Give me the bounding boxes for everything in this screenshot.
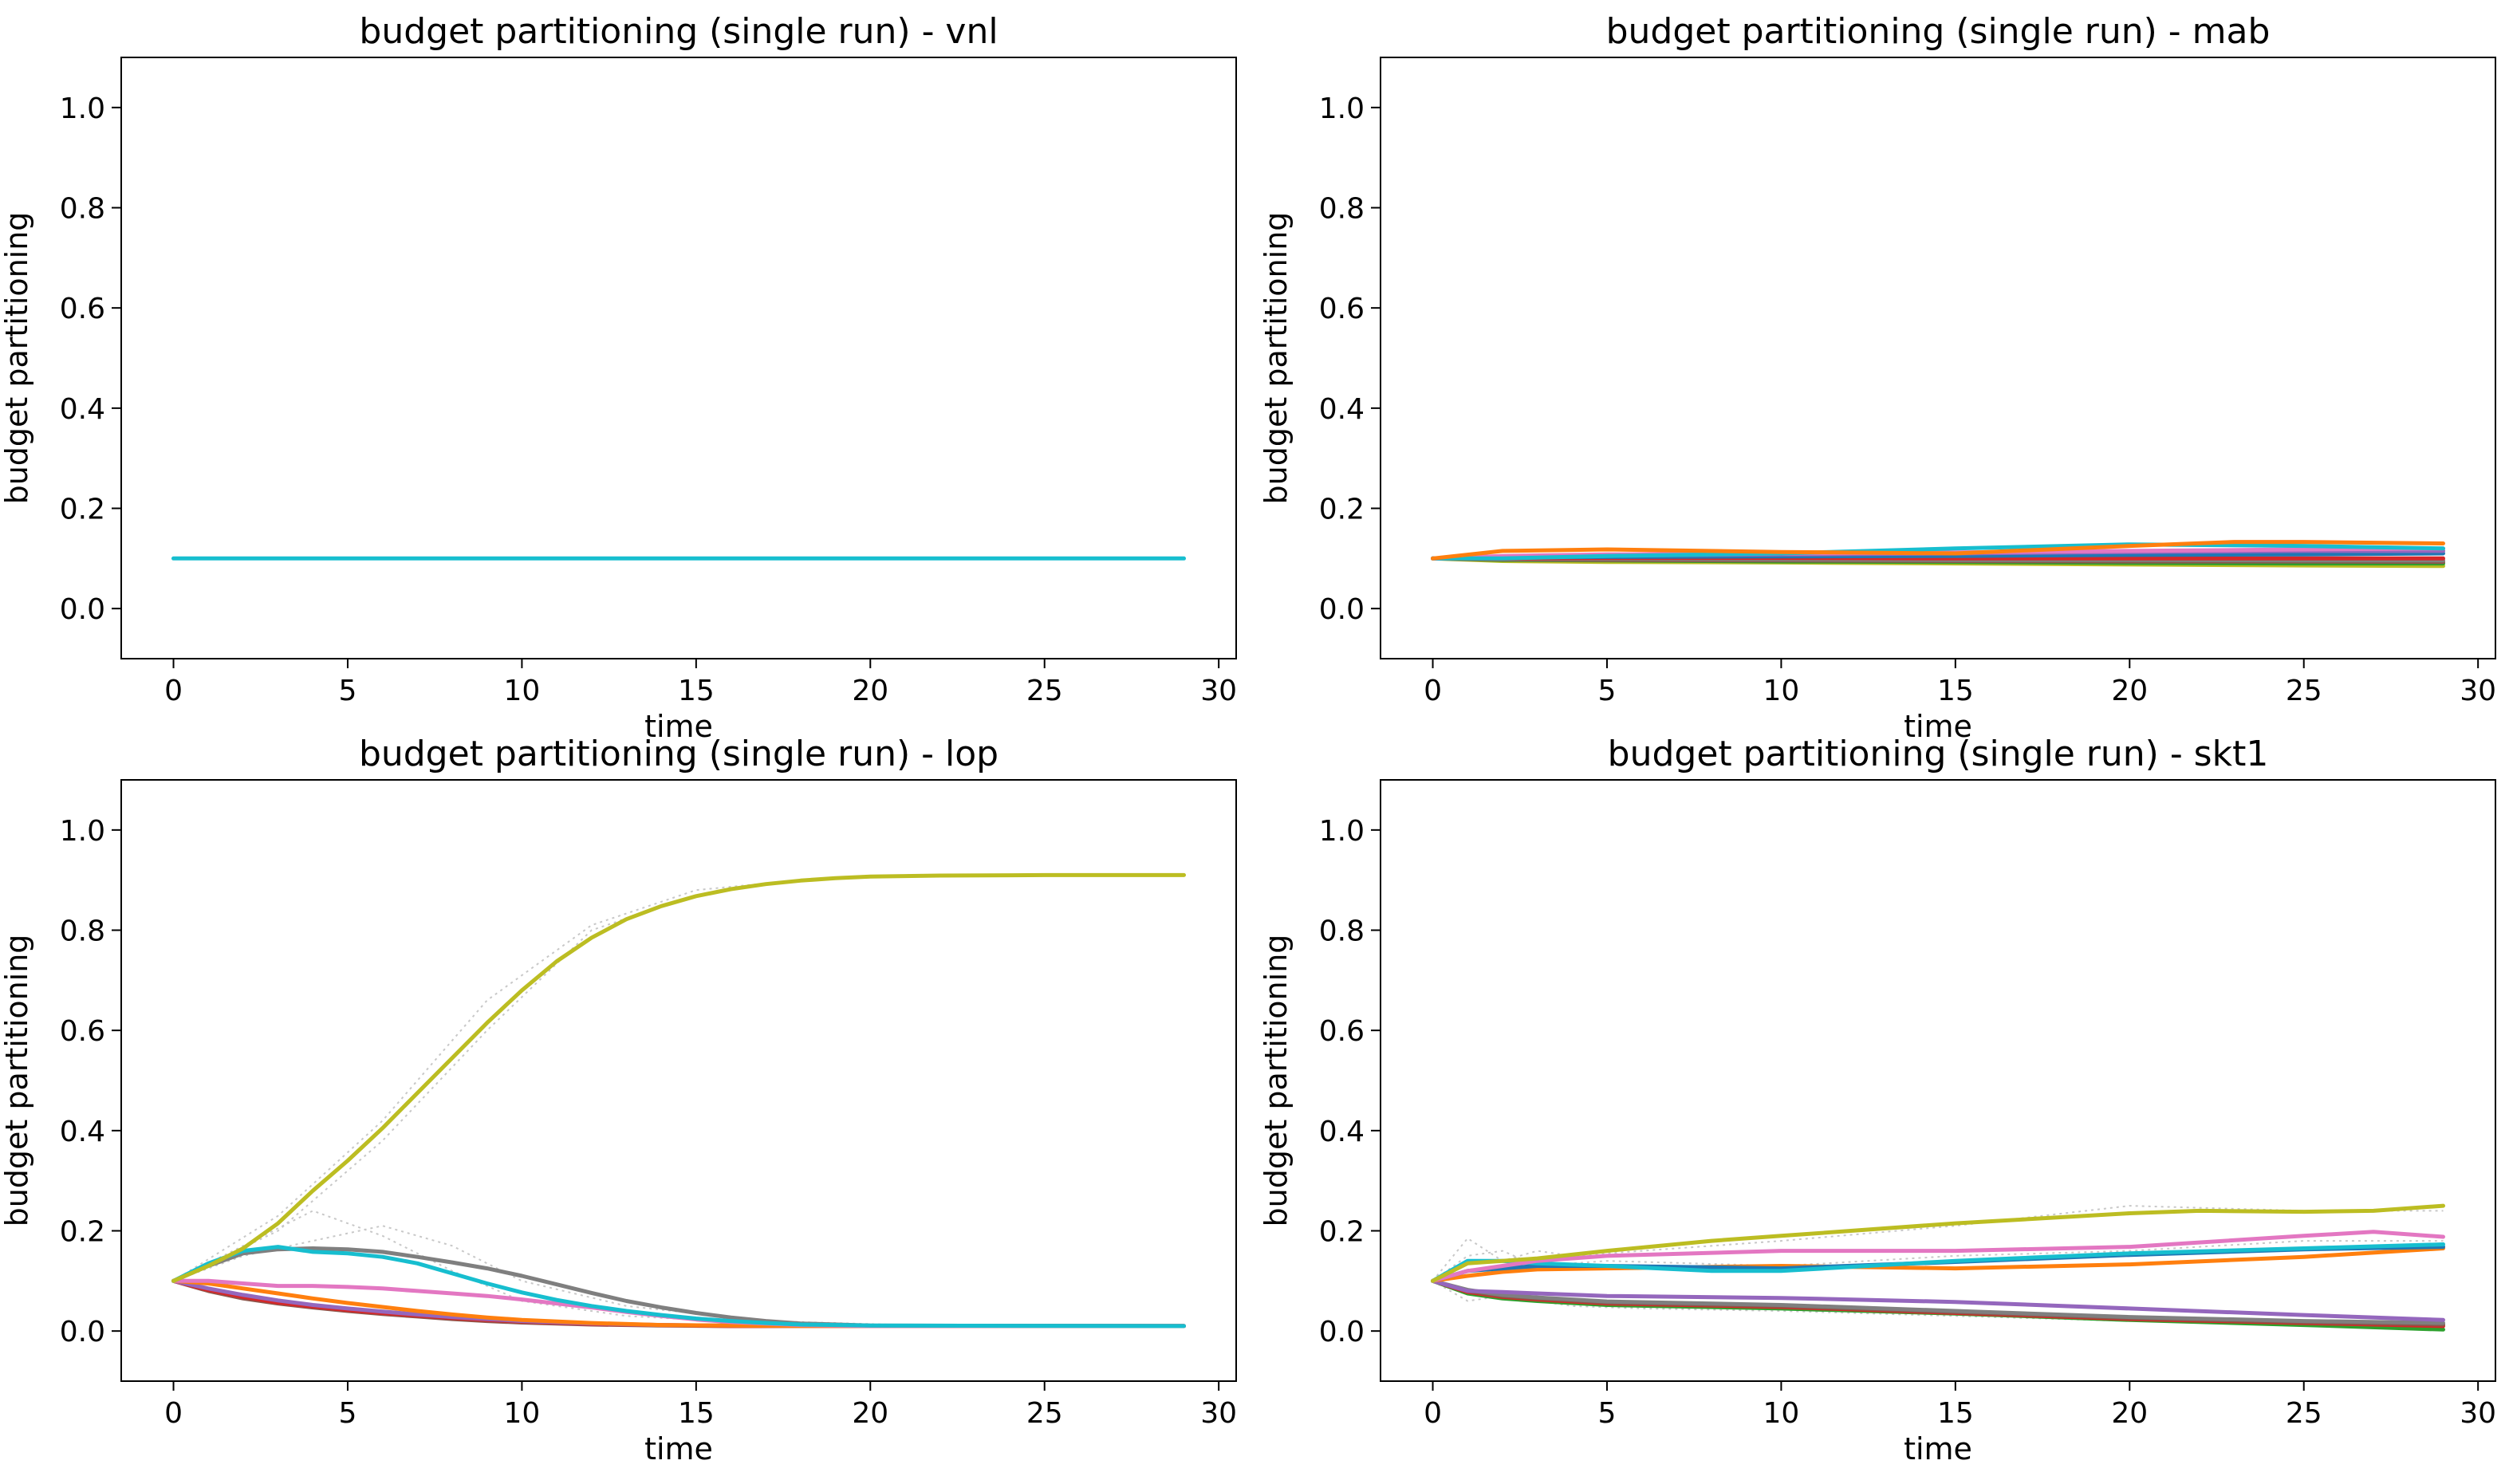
x-axis-label-mab: time — [1904, 709, 1972, 744]
y-tick-label-mab-3: 0.6 — [1319, 293, 1365, 325]
x-tick-label-lop-0: 0 — [164, 1397, 183, 1430]
plot-area-skt1 — [1431, 1203, 2445, 1332]
x-tick-label-mab-4: 20 — [2111, 675, 2148, 707]
x-axis-label-lop: time — [644, 1431, 713, 1466]
y-axis-label-lop: budget partitioning — [0, 935, 34, 1227]
x-tick-label-vnl-5: 25 — [1026, 675, 1063, 707]
x-tick-label-vnl-0: 0 — [164, 675, 183, 707]
y-tick-label-vnl-3: 0.6 — [60, 293, 105, 325]
x-tick-label-mab-1: 5 — [1598, 675, 1617, 707]
x-tick-label-vnl-4: 20 — [852, 675, 888, 707]
x-tick-label-mab-3: 15 — [1937, 675, 1974, 707]
y-tick-label-skt1-4: 0.8 — [1319, 915, 1365, 948]
y-tick-label-skt1-5: 1.0 — [1319, 815, 1365, 848]
series-line-skt1-4 — [1431, 1278, 2445, 1322]
x-tick-label-mab-2: 10 — [1763, 675, 1800, 707]
x-tick-label-mab-0: 0 — [1424, 675, 1442, 707]
x-tick-label-lop-2: 10 — [504, 1397, 541, 1430]
y-tick-label-lop-5: 1.0 — [60, 815, 105, 848]
y-axis-label-skt1: budget partitioning — [1258, 935, 1294, 1227]
y-tick-label-vnl-0: 0.0 — [60, 593, 105, 626]
y-axis-label-vnl: budget partitioning — [0, 212, 34, 505]
chart-panel-skt1: 0 5 10 15 20 25 30 0.0 0.2 0.4 0.6 0.8 1.0 budget par… — [1258, 734, 2496, 1466]
x-tick-label-vnl-1: 5 — [339, 675, 357, 707]
x-tick-label-mab-5: 25 — [2286, 675, 2322, 707]
plot-area-mab — [1431, 540, 2445, 569]
y-tick-label-mab-4: 0.8 — [1319, 193, 1365, 226]
x-tick-label-skt1-2: 10 — [1763, 1397, 1800, 1430]
y-tick-label-vnl-5: 1.0 — [60, 93, 105, 125]
x-tick-label-lop-6: 30 — [1200, 1397, 1237, 1430]
x-tick-label-skt1-5: 25 — [2286, 1397, 2322, 1430]
x-tick-label-skt1-3: 15 — [1937, 1397, 1974, 1430]
series-line-skt1-8 — [1431, 1230, 2445, 1283]
series-line-mab-9 — [1431, 540, 2445, 561]
x-tick-label-vnl-3: 15 — [678, 675, 715, 707]
y-tick-label-lop-4: 0.8 — [60, 915, 105, 948]
y-tick-label-lop-3: 0.6 — [60, 1015, 105, 1048]
x-axis-label-vnl: time — [644, 709, 713, 744]
x-tick-label-lop-4: 20 — [852, 1397, 888, 1430]
faint-series-line-skt1-2 — [1432, 1280, 2444, 1327]
y-tick-label-mab-1: 0.2 — [1319, 494, 1365, 526]
chart-panel-lop: 0 5 10 15 20 25 30 0.0 0.2 0.4 0.6 0.8 1.0 budget par… — [0, 734, 1237, 1466]
chart-title-lop: budget partitioning (single run) - lop — [359, 734, 999, 774]
plot-area-lop — [171, 872, 1186, 1329]
y-tick-label-mab-5: 1.0 — [1319, 93, 1365, 125]
y-tick-label-lop-0: 0.0 — [60, 1316, 105, 1348]
y-tick-label-skt1-3: 0.6 — [1319, 1015, 1365, 1048]
x-tick-label-skt1-4: 20 — [2111, 1397, 2148, 1430]
series-line-lop-7 — [171, 872, 1186, 1283]
y-tick-label-vnl-2: 0.4 — [60, 393, 105, 426]
faint-series-line-skt1-0 — [1432, 1205, 2444, 1281]
x-tick-label-lop-5: 25 — [1026, 1397, 1063, 1430]
chart-title-skt1: budget partitioning (single run) - skt1 — [1608, 734, 2269, 774]
x-tick-label-vnl-6: 30 — [1200, 675, 1237, 707]
chart-title-vnl: budget partitioning (single run) - vnl — [359, 11, 998, 52]
chart-panel-mab: 0 5 10 15 20 25 30 0.0 0.2 0.4 0.6 0.8 1.0 budget par… — [1258, 11, 2496, 744]
x-tick-label-skt1-1: 5 — [1598, 1397, 1617, 1430]
y-tick-label-lop-2: 0.4 — [60, 1116, 105, 1148]
x-tick-label-skt1-0: 0 — [1424, 1397, 1442, 1430]
series-line-lop-6 — [171, 1245, 1186, 1329]
y-tick-label-vnl-4: 0.8 — [60, 193, 105, 226]
y-axis-label-mab: budget partitioning — [1258, 212, 1294, 505]
y-tick-label-lop-1: 0.2 — [60, 1216, 105, 1249]
axes-frame-lop — [120, 779, 1237, 1382]
y-tick-label-mab-2: 0.4 — [1319, 393, 1365, 426]
series-line-lop-3 — [171, 1278, 1186, 1329]
axes-frame-skt1 — [1380, 779, 2496, 1382]
y-tick-label-mab-0: 0.0 — [1319, 593, 1365, 626]
x-tick-label-lop-1: 5 — [339, 1397, 357, 1430]
x-tick-label-mab-6: 30 — [2460, 675, 2496, 707]
x-tick-label-skt1-6: 30 — [2460, 1397, 2496, 1430]
y-tick-label-skt1-1: 0.2 — [1319, 1216, 1365, 1249]
y-tick-label-vnl-1: 0.2 — [60, 494, 105, 526]
series-line-skt1-9 — [1431, 1203, 2445, 1283]
chart-panel-vnl: 0 5 10 15 20 25 30 0.0 0.2 0.4 0.6 0.8 1.0 budget par… — [0, 11, 1237, 744]
y-tick-label-skt1-0: 0.0 — [1319, 1316, 1365, 1348]
axes-frame-vnl — [120, 57, 1237, 659]
axes-frame-mab — [1380, 57, 2496, 659]
y-tick-label-skt1-2: 0.4 — [1319, 1116, 1365, 1148]
x-tick-label-lop-3: 15 — [678, 1397, 715, 1430]
x-axis-label-skt1: time — [1904, 1431, 1972, 1466]
chart-title-mab: budget partitioning (single run) - mab — [1606, 11, 2271, 52]
x-tick-label-vnl-2: 10 — [504, 675, 541, 707]
